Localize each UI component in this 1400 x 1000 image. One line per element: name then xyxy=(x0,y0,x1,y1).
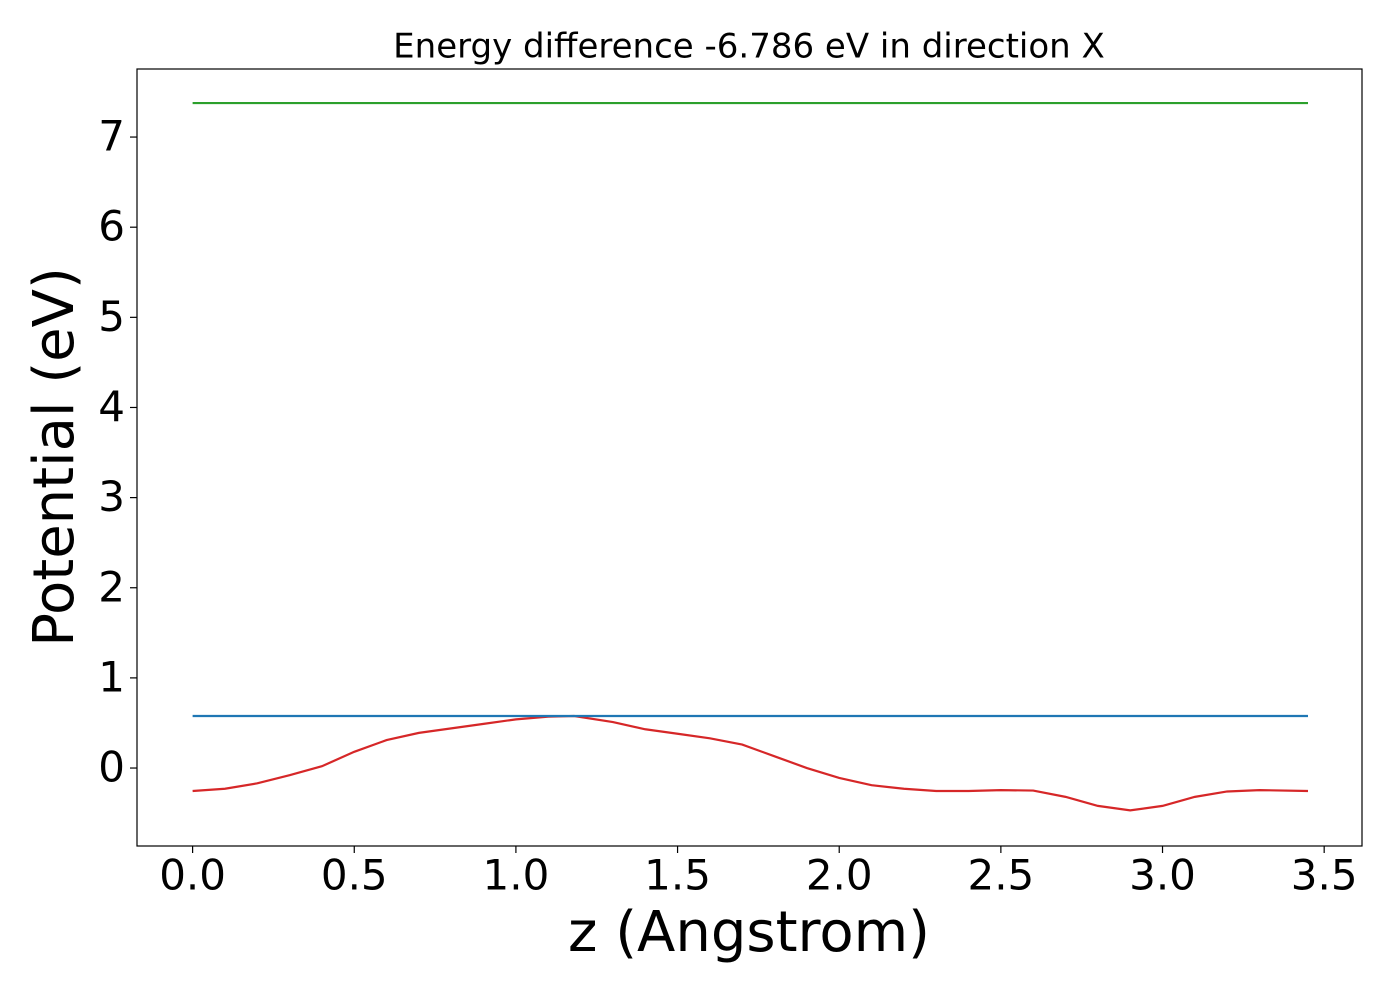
y-tick-label: 4 xyxy=(98,382,125,431)
x-tick-label: 2.5 xyxy=(967,851,1034,900)
chart-title: Energy difference -6.786 eV in direction… xyxy=(393,27,1105,67)
y-tick-label: 1 xyxy=(98,652,125,701)
plot-frame xyxy=(136,68,1363,847)
x-tick-label: 0.5 xyxy=(321,851,388,900)
x-tick-label: 3.0 xyxy=(1129,851,1196,900)
y-tick-label: 7 xyxy=(98,112,125,161)
y-axis-label: Potential (eV) xyxy=(22,267,87,647)
x-axis-label: z (Angstrom) xyxy=(568,900,930,965)
x-tick-label: 2.0 xyxy=(806,851,873,900)
x-tick-label: 0.0 xyxy=(159,851,226,900)
x-tick-label: 3.5 xyxy=(1291,851,1358,900)
x-tick-label: 1.5 xyxy=(644,851,711,900)
y-tick-label: 5 xyxy=(98,292,125,341)
y-tick-label: 3 xyxy=(98,472,125,521)
y-tick-label: 0 xyxy=(98,743,125,792)
x-tick-label: 1.0 xyxy=(483,851,550,900)
y-tick-label: 2 xyxy=(98,562,125,611)
y-tick-label: 6 xyxy=(98,202,125,251)
series-line xyxy=(192,714,1309,812)
